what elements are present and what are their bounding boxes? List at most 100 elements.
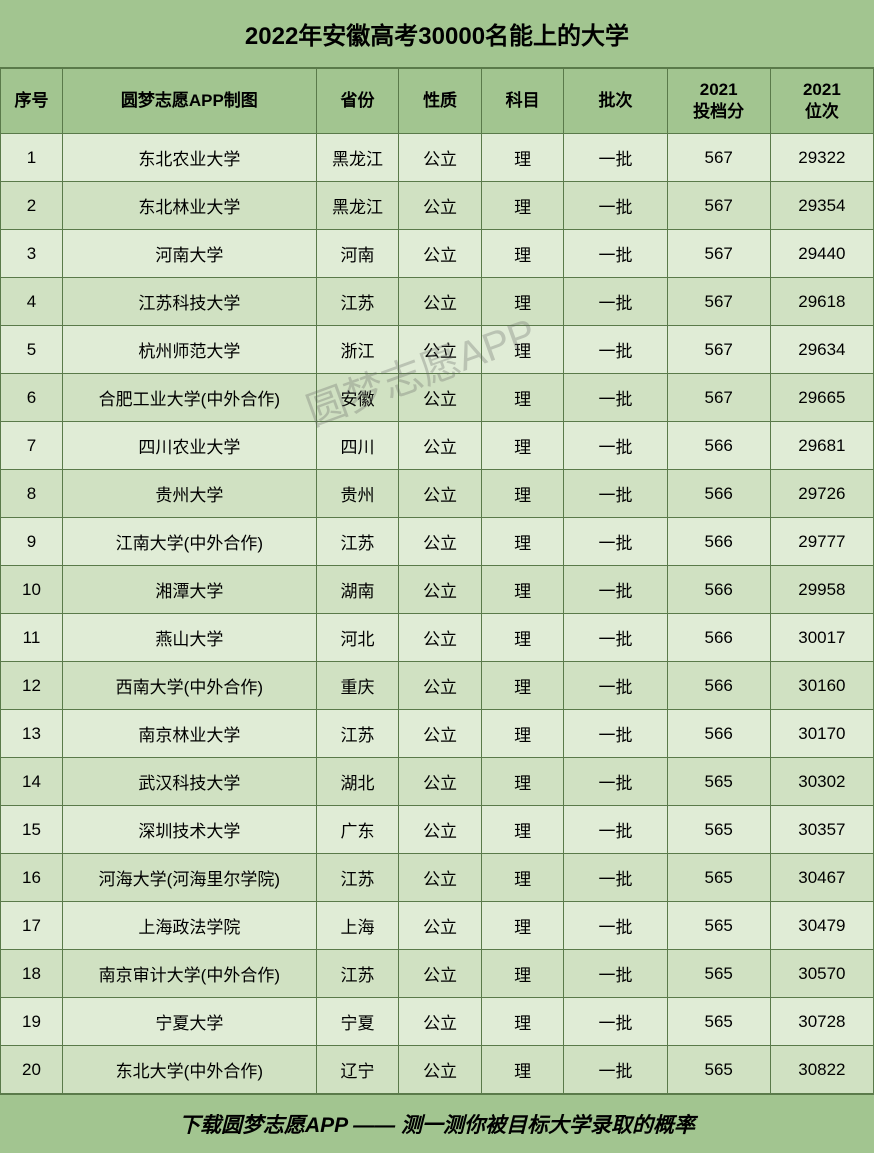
cell-score: 567 <box>667 326 770 374</box>
cell-batch: 一批 <box>564 806 667 854</box>
cell-rank: 29665 <box>770 374 873 422</box>
table-row: 6合肥工业大学(中外合作)安徽公立理一批56729665 <box>1 374 874 422</box>
cell-rank: 29618 <box>770 278 873 326</box>
cell-index: 19 <box>1 998 63 1046</box>
cell-batch: 一批 <box>564 518 667 566</box>
page-title: 2022年安徽高考30000名能上的大学 <box>0 0 874 68</box>
col-header-batch: 批次 <box>564 69 667 134</box>
university-table: 序号 圆梦志愿APP制图 省份 性质 科目 批次 2021投档分 2021位次 … <box>0 68 874 1094</box>
cell-subject: 理 <box>481 326 564 374</box>
cell-rank: 30302 <box>770 758 873 806</box>
cell-name: 江苏科技大学 <box>62 278 316 326</box>
cell-nature: 公立 <box>399 566 482 614</box>
cell-index: 13 <box>1 710 63 758</box>
header-row: 序号 圆梦志愿APP制图 省份 性质 科目 批次 2021投档分 2021位次 <box>1 69 874 134</box>
cell-name: 合肥工业大学(中外合作) <box>62 374 316 422</box>
cell-rank: 29440 <box>770 230 873 278</box>
cell-name: 杭州师范大学 <box>62 326 316 374</box>
cell-province: 江苏 <box>316 710 399 758</box>
cell-index: 9 <box>1 518 63 566</box>
cell-name: 南京林业大学 <box>62 710 316 758</box>
cell-subject: 理 <box>481 278 564 326</box>
cell-subject: 理 <box>481 950 564 998</box>
cell-rank: 30160 <box>770 662 873 710</box>
cell-batch: 一批 <box>564 470 667 518</box>
cell-province: 黑龙江 <box>316 134 399 182</box>
col-header-nature: 性质 <box>399 69 482 134</box>
cell-province: 宁夏 <box>316 998 399 1046</box>
cell-name: 东北大学(中外合作) <box>62 1046 316 1094</box>
cell-nature: 公立 <box>399 710 482 758</box>
cell-score: 565 <box>667 854 770 902</box>
cell-batch: 一批 <box>564 230 667 278</box>
cell-nature: 公立 <box>399 374 482 422</box>
table-row: 1东北农业大学黑龙江公立理一批56729322 <box>1 134 874 182</box>
table-row: 20东北大学(中外合作)辽宁公立理一批56530822 <box>1 1046 874 1094</box>
cell-score: 565 <box>667 758 770 806</box>
cell-batch: 一批 <box>564 950 667 998</box>
cell-name: 东北林业大学 <box>62 182 316 230</box>
table-container: 圆梦志愿APP 2022年安徽高考30000名能上的大学 序号 圆梦志愿APP制… <box>0 0 874 1153</box>
cell-batch: 一批 <box>564 1046 667 1094</box>
cell-province: 辽宁 <box>316 1046 399 1094</box>
cell-index: 1 <box>1 134 63 182</box>
cell-nature: 公立 <box>399 854 482 902</box>
cell-province: 黑龙江 <box>316 182 399 230</box>
cell-subject: 理 <box>481 758 564 806</box>
cell-batch: 一批 <box>564 278 667 326</box>
cell-index: 8 <box>1 470 63 518</box>
cell-name: 湘潭大学 <box>62 566 316 614</box>
cell-province: 河南 <box>316 230 399 278</box>
col-header-rank: 2021位次 <box>770 69 873 134</box>
table-row: 4江苏科技大学江苏公立理一批56729618 <box>1 278 874 326</box>
cell-name: 河南大学 <box>62 230 316 278</box>
cell-nature: 公立 <box>399 422 482 470</box>
cell-score: 567 <box>667 182 770 230</box>
cell-subject: 理 <box>481 422 564 470</box>
cell-score: 567 <box>667 230 770 278</box>
table-row: 16河海大学(河海里尔学院)江苏公立理一批56530467 <box>1 854 874 902</box>
cell-index: 2 <box>1 182 63 230</box>
cell-batch: 一批 <box>564 422 667 470</box>
cell-rank: 30357 <box>770 806 873 854</box>
cell-nature: 公立 <box>399 470 482 518</box>
cell-name: 上海政法学院 <box>62 902 316 950</box>
cell-subject: 理 <box>481 134 564 182</box>
cell-score: 567 <box>667 278 770 326</box>
cell-subject: 理 <box>481 998 564 1046</box>
table-row: 5杭州师范大学浙江公立理一批56729634 <box>1 326 874 374</box>
cell-nature: 公立 <box>399 998 482 1046</box>
cell-score: 566 <box>667 566 770 614</box>
cell-province: 安徽 <box>316 374 399 422</box>
cell-rank: 29322 <box>770 134 873 182</box>
cell-subject: 理 <box>481 854 564 902</box>
cell-rank: 30467 <box>770 854 873 902</box>
table-row: 19宁夏大学宁夏公立理一批56530728 <box>1 998 874 1046</box>
cell-subject: 理 <box>481 614 564 662</box>
cell-name: 宁夏大学 <box>62 998 316 1046</box>
cell-name: 江南大学(中外合作) <box>62 518 316 566</box>
cell-score: 566 <box>667 614 770 662</box>
cell-index: 11 <box>1 614 63 662</box>
cell-name: 东北农业大学 <box>62 134 316 182</box>
col-header-province: 省份 <box>316 69 399 134</box>
table-row: 8贵州大学贵州公立理一批56629726 <box>1 470 874 518</box>
cell-batch: 一批 <box>564 374 667 422</box>
cell-score: 567 <box>667 374 770 422</box>
cell-province: 湖南 <box>316 566 399 614</box>
table-row: 9江南大学(中外合作)江苏公立理一批56629777 <box>1 518 874 566</box>
cell-subject: 理 <box>481 902 564 950</box>
cell-name: 深圳技术大学 <box>62 806 316 854</box>
cell-index: 18 <box>1 950 63 998</box>
cell-score: 565 <box>667 806 770 854</box>
cell-province: 贵州 <box>316 470 399 518</box>
cell-province: 江苏 <box>316 854 399 902</box>
cell-index: 4 <box>1 278 63 326</box>
cell-province: 浙江 <box>316 326 399 374</box>
cell-name: 南京审计大学(中外合作) <box>62 950 316 998</box>
cell-batch: 一批 <box>564 326 667 374</box>
cell-score: 565 <box>667 1046 770 1094</box>
cell-name: 贵州大学 <box>62 470 316 518</box>
cell-score: 566 <box>667 470 770 518</box>
cell-score: 566 <box>667 518 770 566</box>
